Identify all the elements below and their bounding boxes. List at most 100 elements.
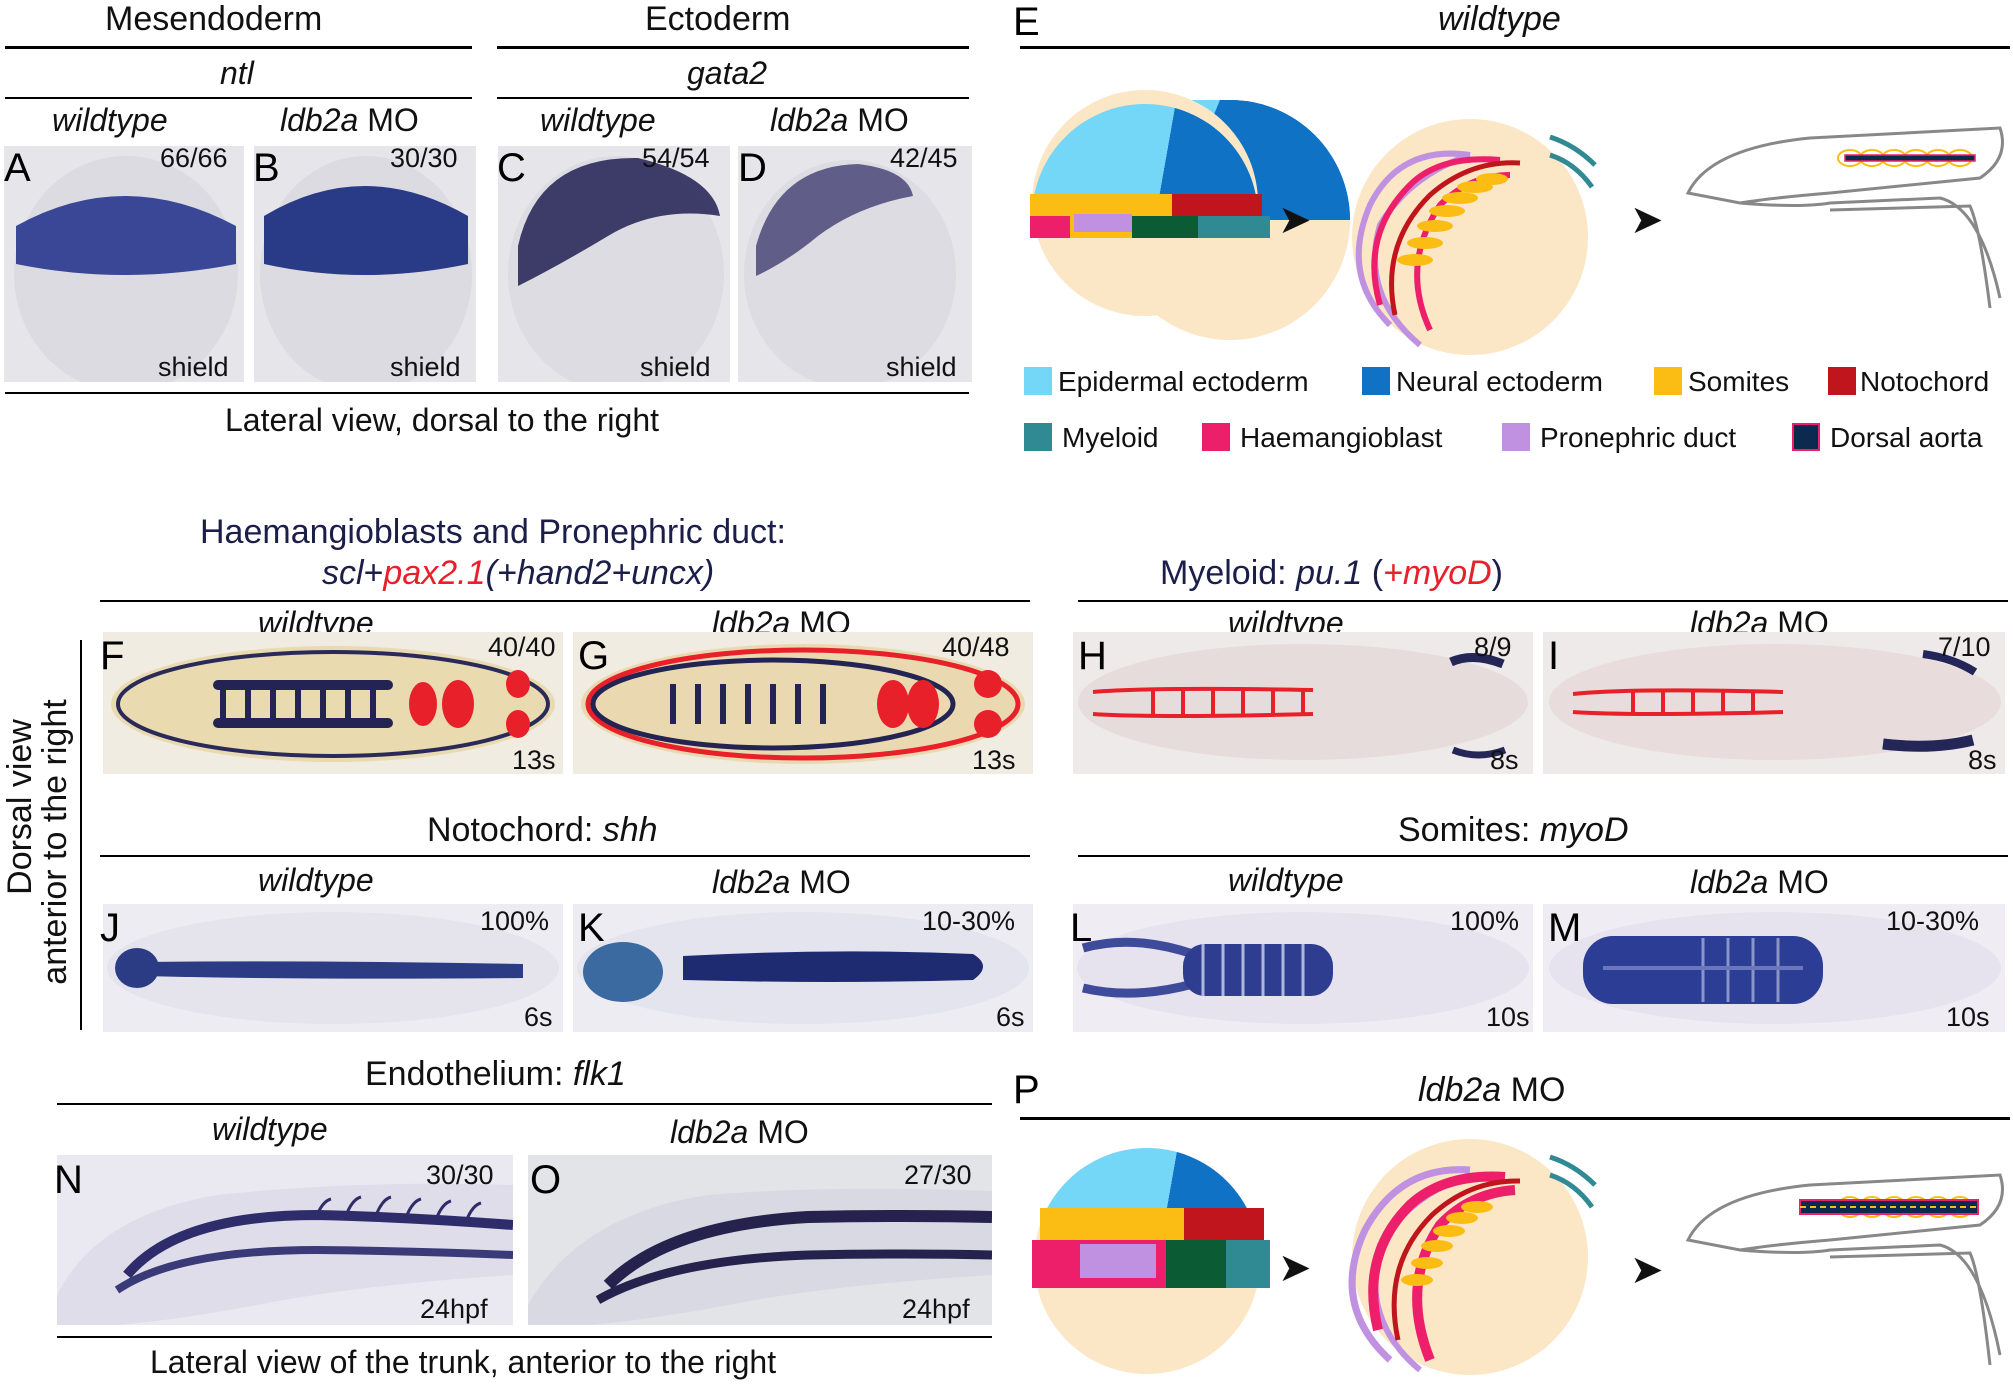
condition-label: ldb2a MO [670,1114,809,1150]
legend-swatch [1202,423,1230,451]
larva-schematic [1685,1173,2004,1366]
stage-label: 6s [524,1002,553,1032]
legend-label: Notochord [1860,366,1990,397]
embryo-count: 30/30 [426,1160,494,1190]
embryo-count: 10-30% [1886,906,1980,936]
legend-label: Dorsal aorta [1830,422,1983,453]
divider [1020,46,2010,49]
divider [5,392,969,394]
marginal-zone-row-1 [1184,1208,1264,1240]
legend-label: Myeloid [1062,422,1159,453]
ntl-gene-label: ntl [220,55,254,91]
micrograph-panel-a [4,146,244,382]
embryo-count: 66/66 [160,143,228,173]
divider [1078,855,2008,857]
embryo-image [508,156,724,382]
side-label: Dorsal view anterior to the right [1,699,74,985]
panel-letter: C [497,146,526,190]
embryo-image [260,156,472,382]
panel-letter: F [100,634,125,678]
stage-label: 8s [1490,745,1519,775]
marginal-zone-row-2 [1074,214,1132,232]
top-caption: Lateral view, dorsal to the right [225,402,660,438]
divider [100,600,1030,602]
marginal-zone-row-1 [1172,194,1262,216]
haemangioblast-title: Haemangioblasts and Pronephric duct: [200,513,786,551]
stage-label: 6s [996,1002,1025,1032]
embryo-image [1549,912,2001,1024]
segmentation-embryo-schematic [1352,119,1597,355]
embryo-count: 54/54 [642,143,710,173]
marginal-zone-row-2 [1080,1244,1156,1278]
schematic-title: wildtype [1438,0,1561,38]
condition-label: wildtype [212,1111,328,1147]
micrograph-panel-c [498,146,730,382]
panel-letter: D [738,146,767,190]
legend-label: Epidermal ectoderm [1058,366,1309,397]
stage-label: 24hpf [420,1294,488,1324]
panel-letter: E [1013,0,1040,44]
embryo-image [1078,644,1528,760]
micrograph-panel-n [57,1155,513,1325]
divider [1078,600,2008,602]
somites-title: Somites: myoD [1398,811,1629,849]
panel-letter: P [1013,1068,1040,1112]
micrograph-panel-o [528,1155,992,1325]
condition-label: wildtype [258,862,374,898]
condition-label: ldb2a MO [280,102,419,138]
stage-label: 10s [1486,1002,1530,1032]
stage-label: 13s [972,745,1016,775]
stage-label: shield [640,352,711,382]
micrograph-panel-f [103,632,563,774]
stage-label: 24hpf [902,1294,970,1324]
embryo-count: 100% [1450,906,1520,936]
micrograph-panel-j [103,904,563,1032]
side-bracket [80,640,82,1030]
epidermal-ectoderm-region [1034,1148,1260,1208]
legend-swatch [1024,367,1052,395]
embryo-count: 8/9 [1474,632,1512,662]
micrograph-panel-k [573,904,1033,1032]
micrograph-panel-i [1543,632,2005,774]
legend-swatch [1502,423,1530,451]
panel-letter: K [578,906,605,950]
panel-letter: O [530,1158,562,1202]
arrow-icon: ➤ [1630,1248,1664,1292]
divider [497,97,969,99]
marginal-zone-row-2 [1030,216,1070,238]
embryo-image [577,912,1029,1024]
embryo-count: 30/30 [390,143,458,173]
marginal-zone-row-2 [1226,1240,1270,1288]
divider [1020,1117,2010,1120]
embryo-count: 42/45 [890,143,958,173]
embryo-count: 100% [480,906,550,936]
arrow-icon: ➤ [1630,198,1664,242]
legend-label: Neural ectoderm [1396,366,1603,397]
marginal-zone-row-2 [1132,216,1198,238]
schematic-title: ldb2a MO [1418,1071,1566,1109]
panel-letter: L [1070,906,1093,950]
embryo-count: 10-30% [922,906,1016,936]
marginal-zone-row-1 [1030,194,1172,216]
embryo-count: 40/48 [942,632,1010,662]
embryo-count: 40/40 [488,632,556,662]
legend-swatch [1362,367,1390,395]
condition-label: wildtype [52,102,168,138]
embryo-image [1549,644,2001,760]
bottom-caption: Lateral view of the trunk, anterior to t… [150,1344,777,1380]
stage-label: 8s [1968,745,1997,775]
condition-label: ldb2a MO [1690,864,1829,900]
panel-letter: H [1078,634,1107,678]
legend-label: Somites [1688,366,1790,397]
embryo-image [744,160,956,382]
divider [100,855,1030,857]
gata2-gene-label: gata2 [687,55,768,91]
larva-schematic [1685,126,2004,309]
mesendoderm-header: Mesendoderm [105,0,323,38]
micrograph-panel-b [254,146,476,382]
embryo-image [14,156,238,382]
arrow-icon: ➤ [1278,1246,1312,1290]
divider [57,1336,992,1338]
marginal-zone-row-2 [1198,216,1270,238]
notochord-title: Notochord: shh [427,811,658,849]
